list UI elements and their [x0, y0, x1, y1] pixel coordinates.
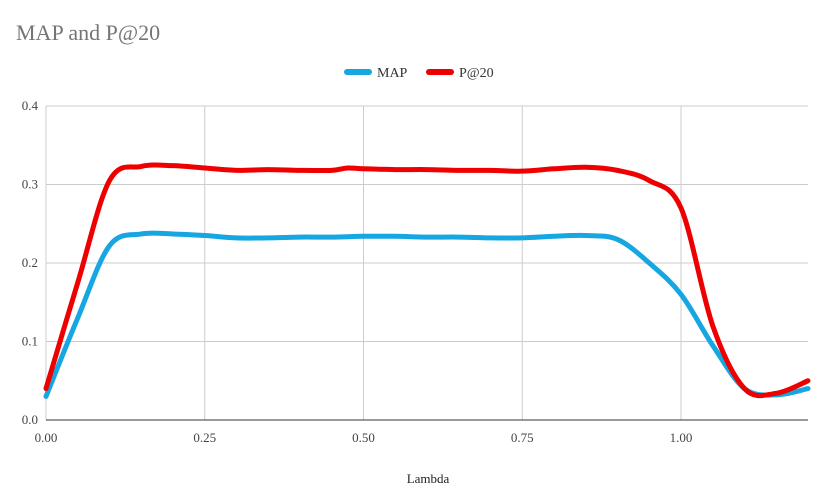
- axes: 0.0 0.1 0.2 0.3 0.4 0.00 0.25 0.50 0.75 1.00: [22, 98, 808, 445]
- series-line-p20: [43, 162, 811, 399]
- x-tick-label: 0.50: [352, 430, 375, 445]
- y-tick-label: 0.0: [22, 412, 38, 427]
- legend-label-p20: P@20: [459, 66, 494, 81]
- series-lines: [43, 162, 811, 399]
- y-tick-label: 0.3: [22, 177, 38, 192]
- y-tick-label: 0.4: [22, 98, 39, 113]
- x-tick-label: 0.00: [35, 430, 58, 445]
- series-line-map: [43, 230, 811, 399]
- y-tick-label: 0.2: [22, 255, 38, 270]
- legend-label-map: MAP: [377, 66, 408, 81]
- gridlines: [45, 105, 808, 420]
- x-tick-label: 0.25: [193, 430, 216, 445]
- chart-title: MAP and P@20: [16, 20, 160, 45]
- x-axis-label: Lambda: [407, 471, 450, 486]
- legend: MAP P@20: [344, 66, 494, 81]
- y-tick-label: 0.1: [22, 334, 38, 349]
- x-tick-label: 1.00: [670, 430, 693, 445]
- x-tick-label: 0.75: [511, 430, 534, 445]
